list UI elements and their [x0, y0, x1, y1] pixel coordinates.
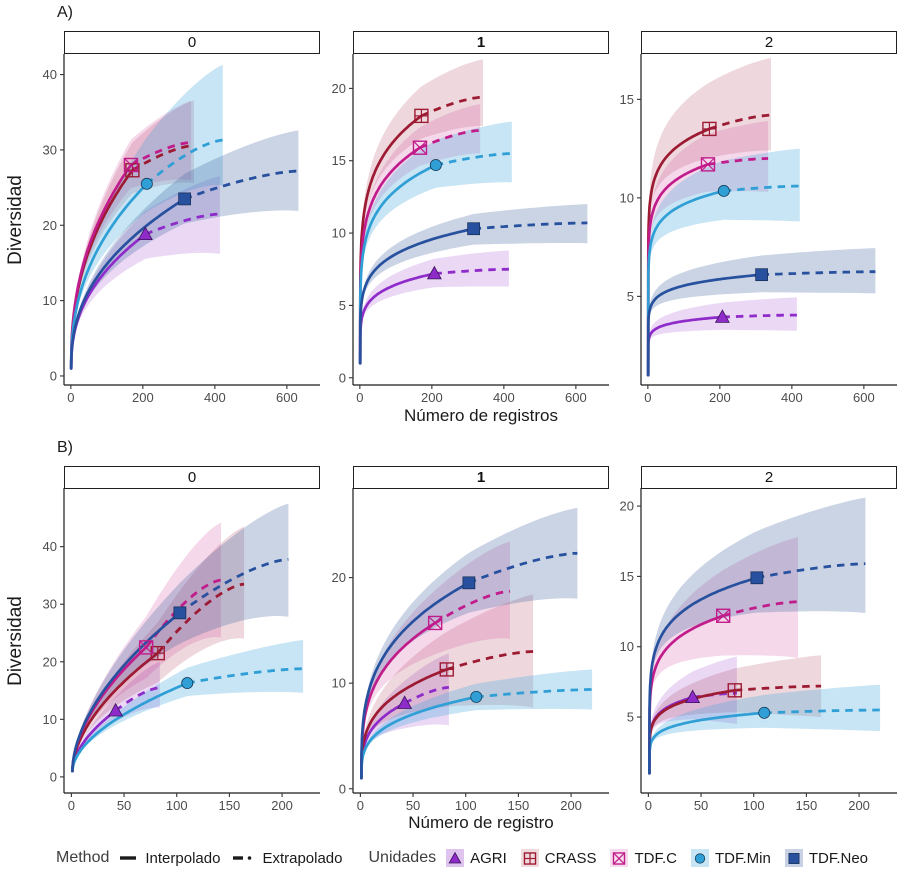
- svg-text:0: 0: [339, 370, 346, 385]
- facet-label: 2: [764, 469, 774, 486]
- svg-text:20: 20: [620, 499, 634, 514]
- facet-strip-b0: 0: [64, 466, 320, 489]
- facet-label: 1: [476, 34, 486, 51]
- legend-label: TDF.Neo: [808, 849, 869, 867]
- legend-label: TDF.C: [634, 849, 677, 867]
- svg-text:20: 20: [332, 570, 346, 585]
- svg-text:30: 30: [43, 597, 57, 612]
- interpolated-line-icon: [119, 851, 139, 865]
- svg-text:0: 0: [68, 798, 75, 813]
- extrapolated-line-icon: [232, 851, 256, 865]
- method-legend-title: Method: [56, 849, 110, 866]
- svg-text:0: 0: [356, 390, 363, 405]
- facet-strip-b1: 1: [353, 466, 609, 489]
- svg-text:20: 20: [43, 654, 57, 669]
- legend-entry-tdfneo: TDF.Neo: [784, 849, 869, 867]
- svg-text:100: 100: [166, 798, 188, 813]
- svg-text:200: 200: [709, 390, 731, 405]
- legend-entry-tdfmin: TDF.Min: [690, 849, 771, 867]
- svg-text:40: 40: [43, 539, 57, 554]
- row-label-b: B): [57, 439, 73, 456]
- facet-strip-a2: 2: [641, 31, 897, 54]
- svg-text:200: 200: [421, 390, 443, 405]
- svg-text:100: 100: [743, 798, 765, 813]
- svg-text:15: 15: [620, 92, 634, 107]
- legend-entry-crass: CRASS: [520, 849, 597, 867]
- svg-text:0: 0: [644, 390, 651, 405]
- svg-text:150: 150: [219, 798, 241, 813]
- tdfmin-circle-icon: [690, 849, 709, 867]
- svg-text:600: 600: [276, 390, 298, 405]
- units-legend-title: Unidades: [368, 849, 437, 866]
- svg-text:0: 0: [339, 781, 346, 796]
- legend-bar: Method Interpolado Extrapolado Unidades …: [56, 844, 882, 872]
- x-axis-title-b: Número de registro: [408, 813, 554, 832]
- y-axis-title-b: Diversidad: [5, 596, 26, 686]
- svg-text:200: 200: [848, 798, 870, 813]
- x-axis-title-a: Número de registros: [403, 406, 558, 425]
- svg-text:15: 15: [620, 569, 634, 584]
- svg-text:0: 0: [645, 798, 652, 813]
- svg-text:0: 0: [67, 390, 74, 405]
- svg-text:100: 100: [455, 798, 477, 813]
- svg-text:150: 150: [796, 798, 818, 813]
- svg-text:10: 10: [332, 676, 346, 691]
- interpolated-label: Interpolado: [145, 849, 221, 867]
- extrapolated-label: Extrapolado: [262, 849, 343, 867]
- tdfc-square-x-icon: [610, 849, 629, 867]
- tdfneo-square-icon: [784, 849, 803, 867]
- facet-label: 0: [187, 469, 197, 486]
- svg-text:5: 5: [627, 710, 634, 725]
- svg-text:200: 200: [271, 798, 293, 813]
- legend-entry-agri: AGRI: [446, 849, 507, 867]
- svg-text:600: 600: [853, 390, 875, 405]
- legend-label: CRASS: [544, 849, 597, 867]
- svg-text:50: 50: [694, 798, 708, 813]
- facet-strip-b2: 2: [641, 466, 897, 489]
- facet-label: 1: [476, 469, 486, 486]
- facet-label: 0: [187, 34, 197, 51]
- svg-text:40: 40: [43, 67, 57, 82]
- svg-text:50: 50: [406, 798, 420, 813]
- legend-label: AGRI: [470, 849, 507, 867]
- svg-text:10: 10: [332, 226, 346, 241]
- crass-square-plus-icon: [520, 849, 539, 867]
- svg-text:150: 150: [508, 798, 530, 813]
- svg-text:0: 0: [357, 798, 364, 813]
- svg-text:20: 20: [332, 81, 346, 96]
- facet-label: 2: [764, 34, 774, 51]
- svg-text:0: 0: [50, 368, 57, 383]
- legend-label: TDF.Min: [714, 849, 771, 867]
- svg-text:400: 400: [781, 390, 803, 405]
- agri-triangle-icon: [446, 849, 465, 867]
- svg-text:10: 10: [620, 639, 634, 654]
- svg-text:600: 600: [565, 390, 587, 405]
- svg-text:10: 10: [43, 293, 57, 308]
- svg-text:200: 200: [560, 798, 582, 813]
- svg-text:10: 10: [620, 190, 634, 205]
- row-label-a: A): [57, 4, 73, 21]
- svg-text:400: 400: [204, 390, 226, 405]
- svg-text:400: 400: [493, 390, 515, 405]
- svg-text:50: 50: [117, 798, 131, 813]
- svg-text:10: 10: [43, 712, 57, 727]
- legend-entry-tdfc: TDF.C: [610, 849, 677, 867]
- facet-strip-a1: 1: [353, 31, 609, 54]
- svg-text:20: 20: [43, 218, 57, 233]
- facet-strip-a0: 0: [64, 31, 320, 54]
- svg-text:5: 5: [627, 289, 634, 304]
- svg-text:0: 0: [50, 769, 57, 784]
- y-axis-title-a: Diversidad: [5, 175, 26, 265]
- svg-text:30: 30: [43, 142, 57, 157]
- svg-text:15: 15: [332, 153, 346, 168]
- svg-text:5: 5: [339, 298, 346, 313]
- svg-text:200: 200: [132, 390, 154, 405]
